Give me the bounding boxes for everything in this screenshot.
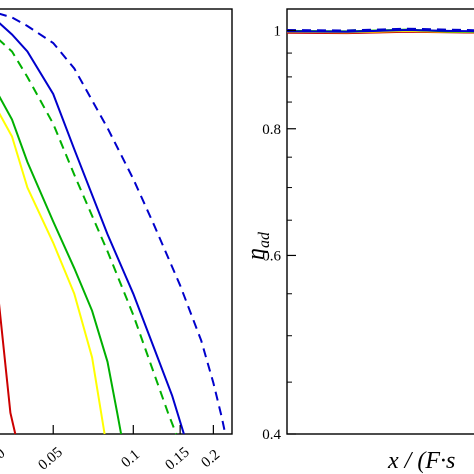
left-x-tick-label-3: 0.2 [198,447,223,471]
right-y-tick-label-3: 1 [274,23,282,39]
left-series-line-0 [0,303,17,435]
left-series-group [0,12,226,435]
left-series-line-5 [0,12,226,431]
right-x-axis-title: x / (F·s [387,448,455,474]
right-axes-frame [286,8,474,435]
left-x-tick-label-0: 0.05 [35,444,65,473]
left-ticks-group: 0.05 0.1 0.15 0.2 0 [0,425,223,474]
right-series-line-5 [286,27,474,32]
left-series-line-4 [0,22,185,435]
left-panel: 0.05 0.1 0.15 0.2 0 [0,8,233,474]
left-x-tick-label-2: 0.15 [162,444,192,473]
right-y-axis-title: ηad [243,231,273,260]
left-x-tick-label-partial: 0 [0,445,8,462]
right-panel: 0.4 0.6 0.8 1 ηad x / (F·s [243,8,474,474]
left-series-line-3 [0,39,178,435]
right-y-tick-label-2: 0.8 [262,122,281,138]
right-series-group [286,27,474,35]
right-y-tick-label-0: 0.4 [262,427,281,443]
right-series-line-4 [286,28,474,33]
right-ticks-group: 0.4 0.6 0.8 1 [262,23,296,443]
left-x-tick-label-1: 0.1 [118,447,143,471]
right-y-tick-label-1: 0.6 [262,248,281,264]
left-series-line-1 [0,112,106,435]
left-series-line-2 [0,95,123,435]
left-axes-frame [0,8,233,435]
